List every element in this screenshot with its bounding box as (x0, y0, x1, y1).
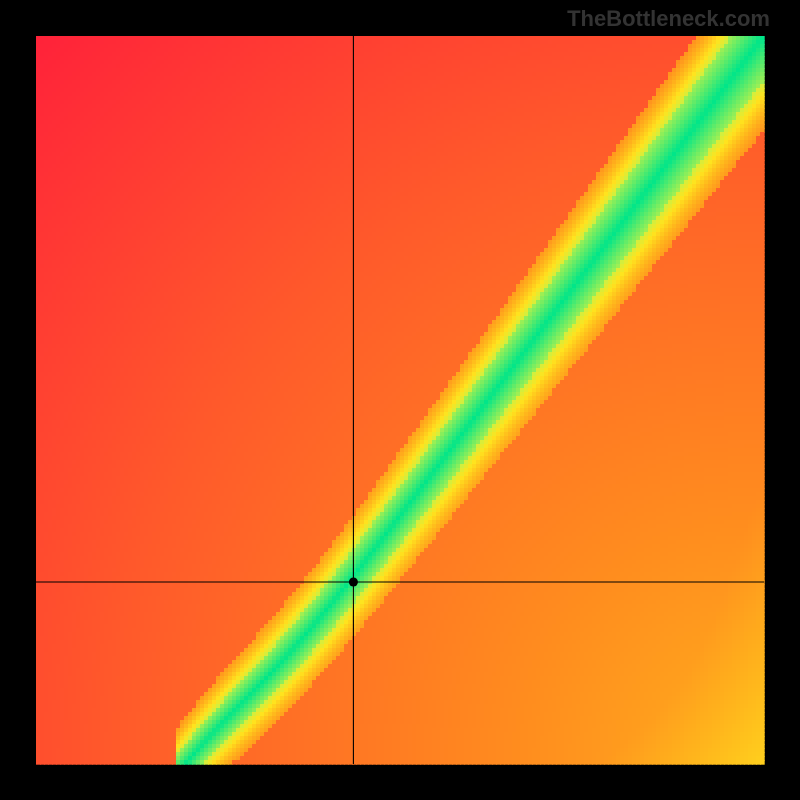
watermark-text: TheBottleneck.com (567, 6, 770, 32)
heatmap (0, 0, 800, 800)
